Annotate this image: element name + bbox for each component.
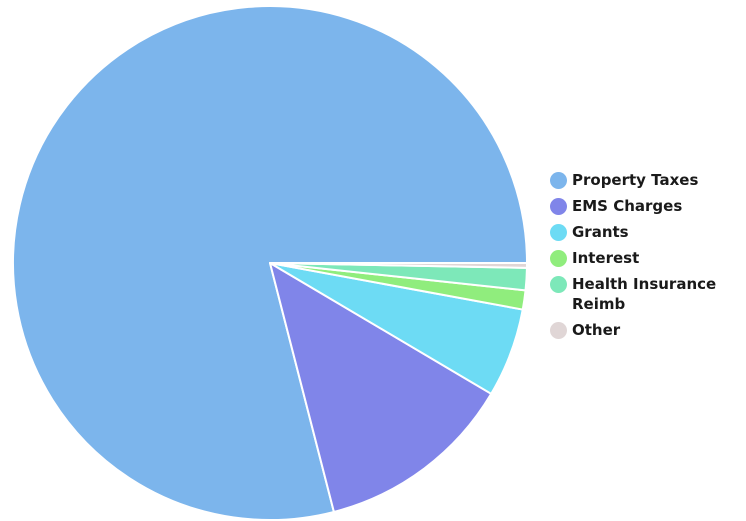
legend-swatch-grants (550, 224, 567, 241)
legend-label-grants: Grants (572, 223, 629, 241)
legend-item-ems-charges[interactable]: EMS Charges (550, 196, 740, 216)
pie-slice-property-taxes[interactable] (12, 5, 528, 521)
legend-swatch-interest (550, 250, 567, 267)
legend-label-ems-charges: EMS Charges (572, 197, 683, 215)
legend-label-interest: Interest (572, 249, 640, 267)
legend-item-interest[interactable]: Interest (550, 248, 740, 268)
legend-swatch-ems-charges (550, 198, 567, 215)
legend-item-other[interactable]: Other (550, 320, 740, 340)
legend-label-other: Other (572, 321, 621, 339)
legend-swatch-property-taxes (550, 172, 567, 189)
legend-item-health-insurance-reimb[interactable]: Health Insurance Reimb (550, 274, 740, 314)
legend-item-grants[interactable]: Grants (550, 222, 740, 242)
legend-item-property-taxes[interactable]: Property Taxes (550, 170, 740, 190)
legend-label-property-taxes: Property Taxes (572, 171, 699, 189)
pie-slice-ems-charges[interactable] (269, 262, 493, 513)
legend-swatch-other (550, 322, 567, 339)
legend-label-health-insurance-reimb: Health Insurance Reimb (572, 275, 717, 313)
legend: Property Taxes EMS Charges Grants Interest H… (550, 170, 740, 346)
legend-swatch-health-insurance-reimb (550, 276, 567, 293)
pie-slice-other[interactable] (269, 262, 528, 269)
